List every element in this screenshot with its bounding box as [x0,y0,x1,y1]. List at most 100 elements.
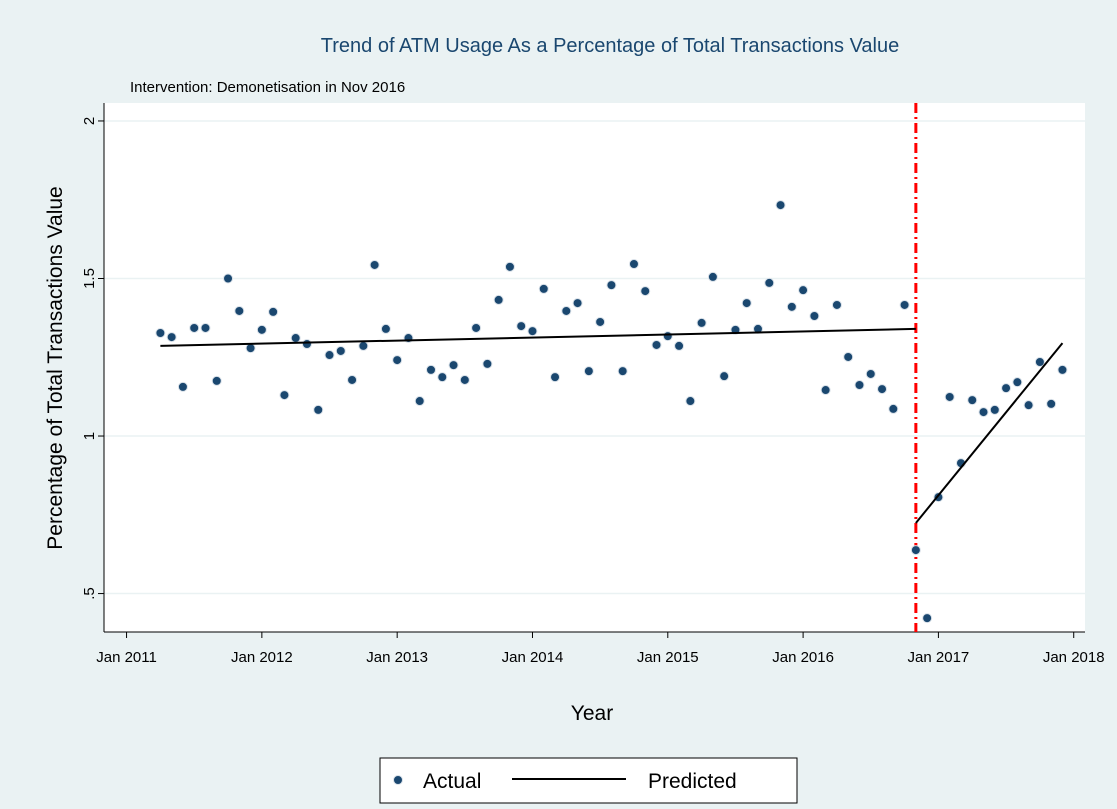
data-point [617,366,628,377]
data-point [809,310,820,321]
data-point [550,372,561,383]
data-point [865,368,876,379]
data-point [268,306,279,317]
data-point [256,324,267,335]
data-point [820,385,831,396]
data-point [1012,377,1023,388]
data-point [967,395,978,406]
data-point [527,326,538,337]
data-point [234,305,245,316]
predicted-line [160,327,916,347]
data-point [392,355,403,366]
data-point [696,317,707,328]
data-point [166,332,177,343]
x-tick-label: Jan 2018 [1043,649,1105,666]
y-tick-label: 2 [81,117,98,125]
data-point [1001,383,1012,394]
data-point [831,299,842,310]
x-tick-label: Jan 2013 [366,649,428,666]
data-point [922,613,933,624]
data-point [944,391,955,402]
data-point [471,322,482,333]
data-point [583,366,594,377]
data-point [504,261,515,272]
predicted-line [915,342,1064,524]
data-point [888,403,899,414]
data-point [595,316,606,327]
data-point [1046,398,1057,409]
data-point [1057,364,1068,375]
data-point [685,396,696,407]
data-point [335,345,346,356]
data-point [572,298,583,309]
chart-title: Trend of ATM Usage As a Percentage of To… [321,35,899,57]
y-axis-label: Percentage of Total Transactions Value [44,186,67,549]
data-point [538,283,549,294]
data-point [437,372,448,383]
x-tick-label: Jan 2011 [96,649,157,666]
data-point [662,331,673,342]
y-tick-label: 1.5 [81,268,98,289]
plot-area [104,103,1085,632]
data-point [854,379,865,390]
data-point [200,322,211,333]
data-point [910,545,921,556]
data-point [448,360,459,371]
data-point [211,375,222,386]
data-point [989,404,1000,415]
data-point [798,285,809,296]
data-point [516,321,527,332]
data-point [414,396,425,407]
data-point [155,328,166,338]
y-tick-label: .5 [81,587,98,600]
data-point [223,273,234,284]
legend-box [379,757,798,804]
legend-label: Predicted [648,770,737,793]
data-point [628,259,639,269]
data-point [245,343,256,354]
data-point [1034,356,1045,367]
x-tick-label: Jan 2012 [231,649,293,666]
data-point [369,259,380,270]
data-point [651,339,662,350]
data-point [843,351,854,362]
data-point [313,404,324,415]
data-point [606,280,617,291]
data-point [279,390,290,401]
data-point [719,371,730,382]
legend-label: Actual [423,770,481,793]
data-point [482,358,493,369]
data-point [775,200,786,211]
x-tick-label: Jan 2016 [772,649,834,666]
legend-marker [393,775,403,785]
data-point [674,340,685,351]
x-tick-label: Jan 2017 [908,649,970,666]
data-point [380,323,391,334]
data-point [899,299,910,310]
data-point [707,271,718,282]
data-point [347,374,358,385]
data-point [640,286,651,297]
data-point [493,294,504,305]
data-point [358,340,369,351]
data-point [978,407,989,418]
data-point [561,305,572,316]
data-point [301,339,312,350]
data-point [741,298,752,309]
data-point [764,277,775,288]
y-tick-label: 1 [81,432,98,440]
data-point [189,322,200,333]
data-point [324,350,335,361]
data-point [1023,400,1034,411]
x-tick-label: Jan 2015 [637,649,699,666]
data-point [426,364,436,375]
data-point [290,333,301,344]
data-point [459,374,470,385]
data-point [786,301,797,312]
x-axis-label: Year [571,702,613,725]
data-point [177,381,188,392]
data-point [877,384,888,395]
x-tick-label: Jan 2014 [502,649,564,666]
